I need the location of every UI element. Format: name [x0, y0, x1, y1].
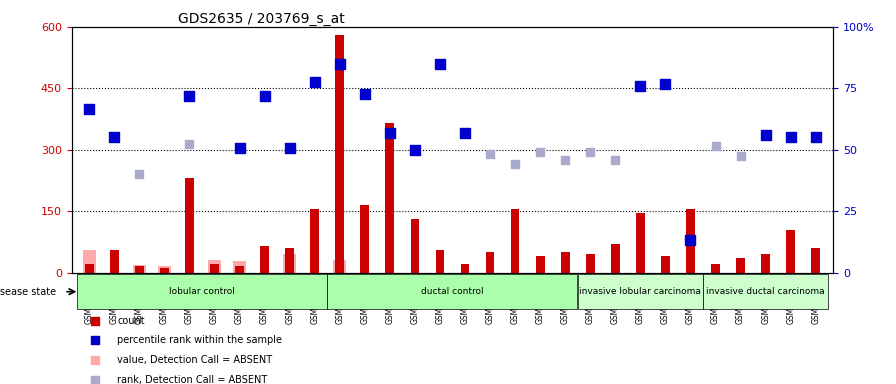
Bar [787, 230, 795, 273]
Bar [611, 244, 620, 273]
Point [653, 13, 668, 19]
Bar [410, 219, 419, 273]
FancyBboxPatch shape [578, 275, 702, 309]
Point [257, 93, 271, 99]
Text: lobular control: lobular control [169, 287, 235, 296]
Point [608, 157, 623, 163]
Bar [762, 254, 770, 273]
Bar [260, 246, 269, 273]
Bar [461, 265, 470, 273]
Point [132, 171, 146, 177]
Point [653, 370, 668, 376]
Point [734, 153, 748, 159]
Point [558, 157, 573, 163]
Point [808, 134, 823, 141]
Point [82, 106, 97, 112]
Point [709, 142, 723, 149]
Point [653, 192, 668, 198]
Bar [283, 254, 297, 273]
Bar [737, 258, 745, 273]
Bar [185, 179, 194, 273]
Bar [85, 265, 93, 273]
Bar [360, 205, 369, 273]
Point [383, 130, 397, 136]
Bar [661, 256, 670, 273]
Point [583, 149, 598, 155]
Point [633, 83, 648, 89]
Bar [333, 260, 347, 273]
Point [458, 130, 472, 136]
Bar [135, 266, 143, 273]
Bar [235, 266, 244, 273]
Point [282, 145, 297, 151]
Bar [536, 256, 545, 273]
Text: rank, Detection Call = ABSENT: rank, Detection Call = ABSENT [117, 375, 268, 384]
Bar [158, 266, 171, 273]
Point [433, 61, 447, 67]
Bar [711, 265, 719, 273]
Text: ductal control: ductal control [421, 287, 484, 296]
FancyBboxPatch shape [77, 275, 327, 309]
Point [182, 93, 196, 99]
Point [108, 134, 122, 141]
Point [659, 81, 673, 87]
FancyBboxPatch shape [703, 275, 828, 309]
Text: value, Detection Call = ABSENT: value, Detection Call = ABSENT [117, 355, 272, 365]
Bar [511, 209, 520, 273]
Bar [486, 252, 495, 273]
Point [408, 147, 422, 153]
Text: GDS2635 / 203769_s_at: GDS2635 / 203769_s_at [178, 12, 345, 26]
Point [232, 145, 246, 151]
Point [358, 91, 372, 98]
Point [533, 149, 547, 155]
Bar [812, 248, 820, 273]
Bar [636, 213, 645, 273]
Text: invasive lobular carcinoma: invasive lobular carcinoma [580, 287, 702, 296]
Point [783, 134, 797, 141]
Text: percentile rank within the sample: percentile rank within the sample [117, 335, 282, 345]
Bar [110, 250, 118, 273]
Bar [586, 254, 595, 273]
Bar [285, 248, 294, 273]
Bar [233, 261, 246, 273]
Bar [133, 265, 146, 273]
Point [483, 151, 497, 157]
Bar [82, 250, 96, 273]
Point [307, 79, 322, 85]
Bar [335, 35, 344, 273]
Point [684, 237, 698, 243]
Bar [435, 250, 444, 273]
Point [332, 61, 347, 67]
Text: count: count [117, 316, 145, 326]
Point [759, 132, 773, 139]
FancyBboxPatch shape [327, 275, 577, 309]
Bar [385, 123, 394, 273]
Bar [686, 209, 695, 273]
Bar [208, 260, 221, 273]
Bar [160, 268, 168, 273]
Text: disease state: disease state [0, 287, 56, 297]
Bar [561, 252, 570, 273]
Text: invasive ductal carcinoma: invasive ductal carcinoma [706, 287, 825, 296]
Point [508, 161, 522, 167]
Bar [210, 265, 219, 273]
Point [182, 141, 196, 147]
Bar [310, 209, 319, 273]
